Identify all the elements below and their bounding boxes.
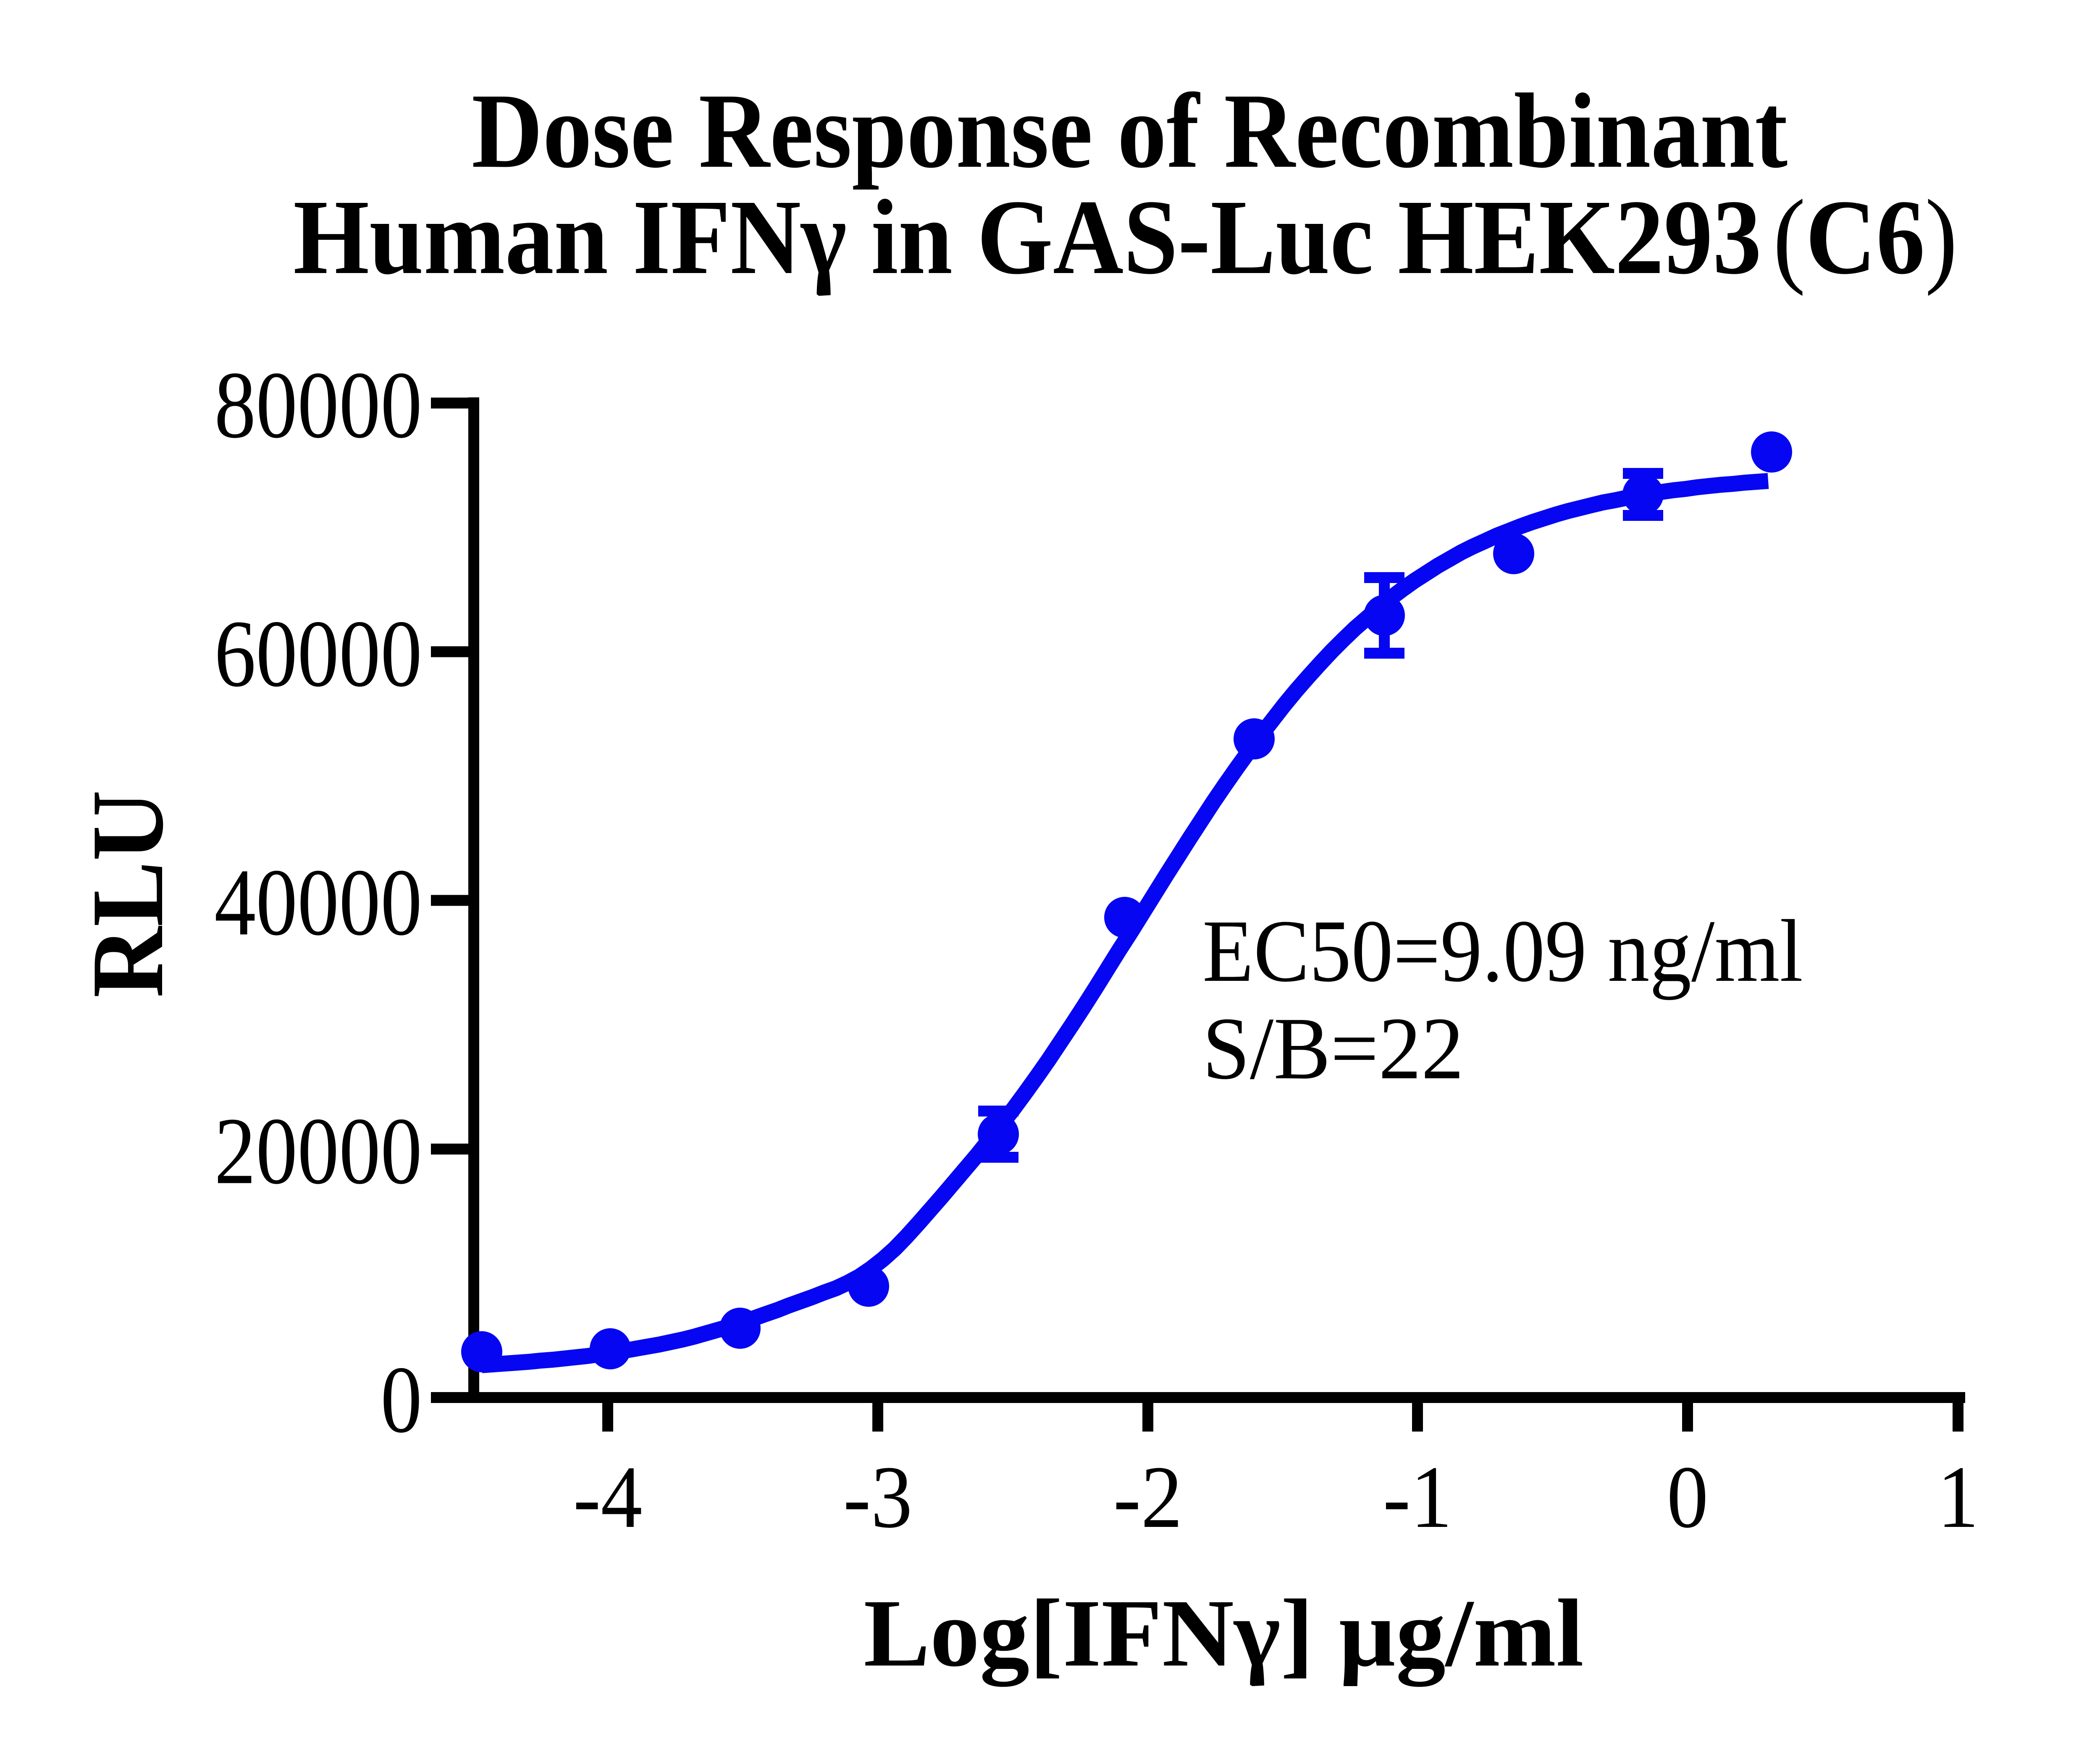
svg-text:RLU: RLU xyxy=(70,790,184,998)
svg-text:0: 0 xyxy=(1667,1448,1709,1547)
svg-text:S/B=22: S/B=22 xyxy=(1202,999,1464,1098)
svg-text:-3: -3 xyxy=(843,1448,913,1547)
svg-text:40000: 40000 xyxy=(214,850,422,956)
svg-text:-2: -2 xyxy=(1113,1448,1183,1547)
svg-text:-4: -4 xyxy=(573,1448,643,1547)
svg-text:20000: 20000 xyxy=(214,1098,422,1204)
svg-text:1: 1 xyxy=(1937,1448,1979,1547)
svg-text:Human IFNγ in GAS-Luc HEK293(C: Human IFNγ in GAS-Luc HEK293 (C6) xyxy=(293,177,1958,296)
svg-text:80000: 80000 xyxy=(214,352,422,458)
svg-text:EC50=9.09 ng/ml: EC50=9.09 ng/ml xyxy=(1202,901,1803,1000)
svg-text:Log[IFNγ] µg/ml: Log[IFNγ] µg/ml xyxy=(864,1579,1584,1687)
svg-text:Dose Response of Recombinant: Dose Response of Recombinant xyxy=(472,71,1788,190)
svg-text:0: 0 xyxy=(381,1347,422,1453)
svg-text:-1: -1 xyxy=(1383,1448,1452,1547)
svg-text:60000: 60000 xyxy=(214,601,422,707)
